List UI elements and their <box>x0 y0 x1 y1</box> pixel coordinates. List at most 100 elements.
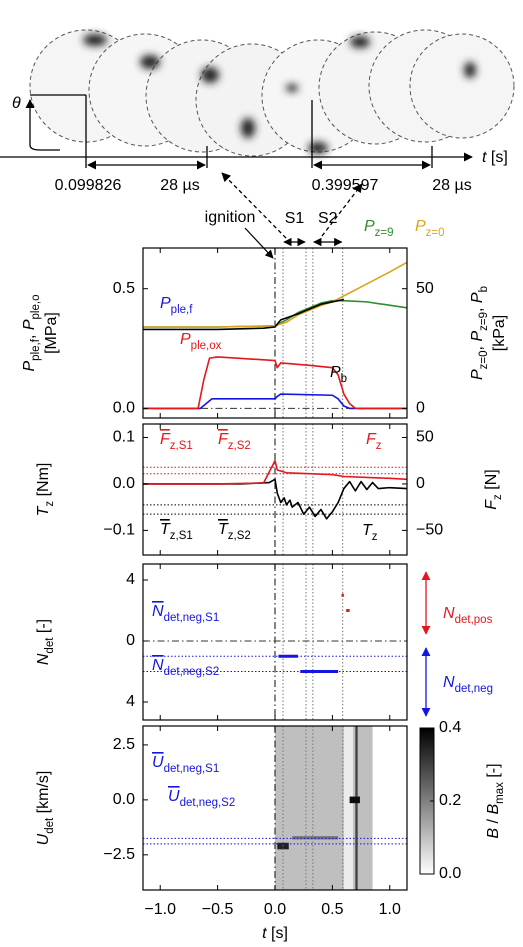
label-part: ple,o <box>30 295 42 320</box>
y2-tick-label: 0 <box>416 400 425 417</box>
frame-link <box>321 183 363 237</box>
y2-axis-label: [kPa] <box>491 315 508 351</box>
label-part: z,S1 <box>170 440 193 452</box>
reference-label: Ndet,neg,S2 <box>152 657 219 678</box>
y2-axis-label: Fz [N] <box>483 469 504 509</box>
window-label: S2 <box>318 210 338 227</box>
label-part: [Nm] <box>35 463 52 501</box>
panel <box>143 564 407 720</box>
label-part: det,neg,S2 <box>180 797 236 809</box>
reference-label: Fz,S1 <box>160 431 193 452</box>
panel <box>143 726 407 890</box>
label-part: T <box>35 505 52 516</box>
label-part: z=9 <box>478 312 490 331</box>
front <box>241 118 255 138</box>
label-part: F <box>218 431 229 448</box>
x-tick-label: 0.5 <box>321 901 343 918</box>
label-part: T <box>218 521 229 538</box>
window-label: S1 <box>285 210 305 227</box>
label-part: det,neg,S1 <box>164 612 220 624</box>
label-part: det,neg,S2 <box>164 666 220 678</box>
label-part: P <box>469 292 486 303</box>
label-part: det <box>44 817 56 834</box>
y-tick-label: 0.0 <box>113 400 135 417</box>
frame-link <box>221 172 287 239</box>
panel <box>143 248 407 418</box>
label-part: N <box>152 657 164 674</box>
label-part: [MPa] <box>43 312 60 354</box>
reference-label: Tz,S1 <box>160 521 193 542</box>
label-part: b <box>478 286 490 292</box>
series-label: Pz=9 <box>364 218 394 239</box>
front <box>140 55 160 69</box>
y-tick-label: 0.0 <box>113 475 135 492</box>
colorbar-label: B / Bmax [-] <box>485 763 506 838</box>
series-line <box>143 478 407 520</box>
y-tick-label: 0.5 <box>113 280 135 297</box>
x-tick-label: 0.0 <box>264 901 286 918</box>
label-part: B <box>485 828 502 839</box>
label-part: det <box>44 637 56 654</box>
frame-start: 0.099826 <box>55 177 122 194</box>
reference-label: Ndet,neg,S1 <box>152 603 219 624</box>
label-part: b <box>341 373 347 385</box>
y-axis-label: Tz [Nm] <box>35 463 56 517</box>
label-part: z <box>372 531 378 543</box>
label-part: ple,f <box>171 304 194 316</box>
series-line <box>143 261 407 328</box>
label-part: z <box>492 494 504 500</box>
y-tick-label: 0.1 <box>113 429 135 446</box>
label-part: det,neg <box>455 683 493 695</box>
front <box>308 142 328 154</box>
series-line <box>143 393 407 410</box>
label-part: P <box>469 331 486 342</box>
label-part: , <box>469 303 486 312</box>
label-part: N <box>443 674 455 691</box>
label-part: ple,ox <box>191 340 222 352</box>
label-part: / <box>485 815 502 828</box>
y-tick-label: 4 <box>126 693 135 710</box>
front <box>286 84 298 92</box>
snapshot-group-2 <box>261 29 515 153</box>
series-line <box>341 593 350 613</box>
label-part: N <box>152 603 164 620</box>
label-part: P <box>21 319 38 330</box>
y-axis-label: Pple,f, Pple,o <box>21 295 42 372</box>
y2-tick-label: −50 <box>416 522 443 539</box>
reference-label: Tz,S2 <box>218 521 251 542</box>
y-tick-label: 0.0 <box>113 791 135 808</box>
series-line <box>143 459 407 485</box>
series-label: Fz <box>366 431 382 452</box>
frame-duration: 28 µs <box>432 177 471 194</box>
label-part: P <box>180 331 191 348</box>
series-label: Ndet,neg <box>443 674 493 695</box>
annotation: ignition <box>205 209 256 226</box>
y-axis-label: Ndet [-] <box>35 619 56 665</box>
label-part: P <box>330 364 341 381</box>
label-part: z=0 <box>478 350 490 369</box>
series-label: Pz=0 <box>415 218 445 239</box>
y-tick-label: −0.1 <box>103 522 135 539</box>
frame-duration: 28 µs <box>160 177 199 194</box>
heatmap-cell <box>355 726 358 890</box>
series-label: Tz <box>362 522 378 543</box>
y2-axis-label: Pz=0, Pz=9, Pb <box>469 286 490 380</box>
label-part: F <box>483 499 500 510</box>
front <box>201 67 219 83</box>
label-part: P <box>415 218 426 235</box>
front <box>83 34 107 46</box>
colorbar-tick-label: 0.2 <box>439 792 461 809</box>
y-tick-label: 0 <box>126 632 135 649</box>
label-part: T <box>160 521 171 538</box>
label-part: det,neg,S1 <box>164 763 220 775</box>
y-tick-label: 4 <box>126 571 135 588</box>
y2-tick-label: 50 <box>416 429 434 446</box>
x-tick-label: 1.0 <box>379 901 401 918</box>
label-part: z,S2 <box>228 440 251 452</box>
label-part: [kPa] <box>491 315 508 351</box>
theta-arc <box>29 144 60 151</box>
y2-tick-label: 50 <box>416 280 434 297</box>
snapshot <box>409 33 515 139</box>
x-axis-label: t [s] <box>262 925 288 942</box>
